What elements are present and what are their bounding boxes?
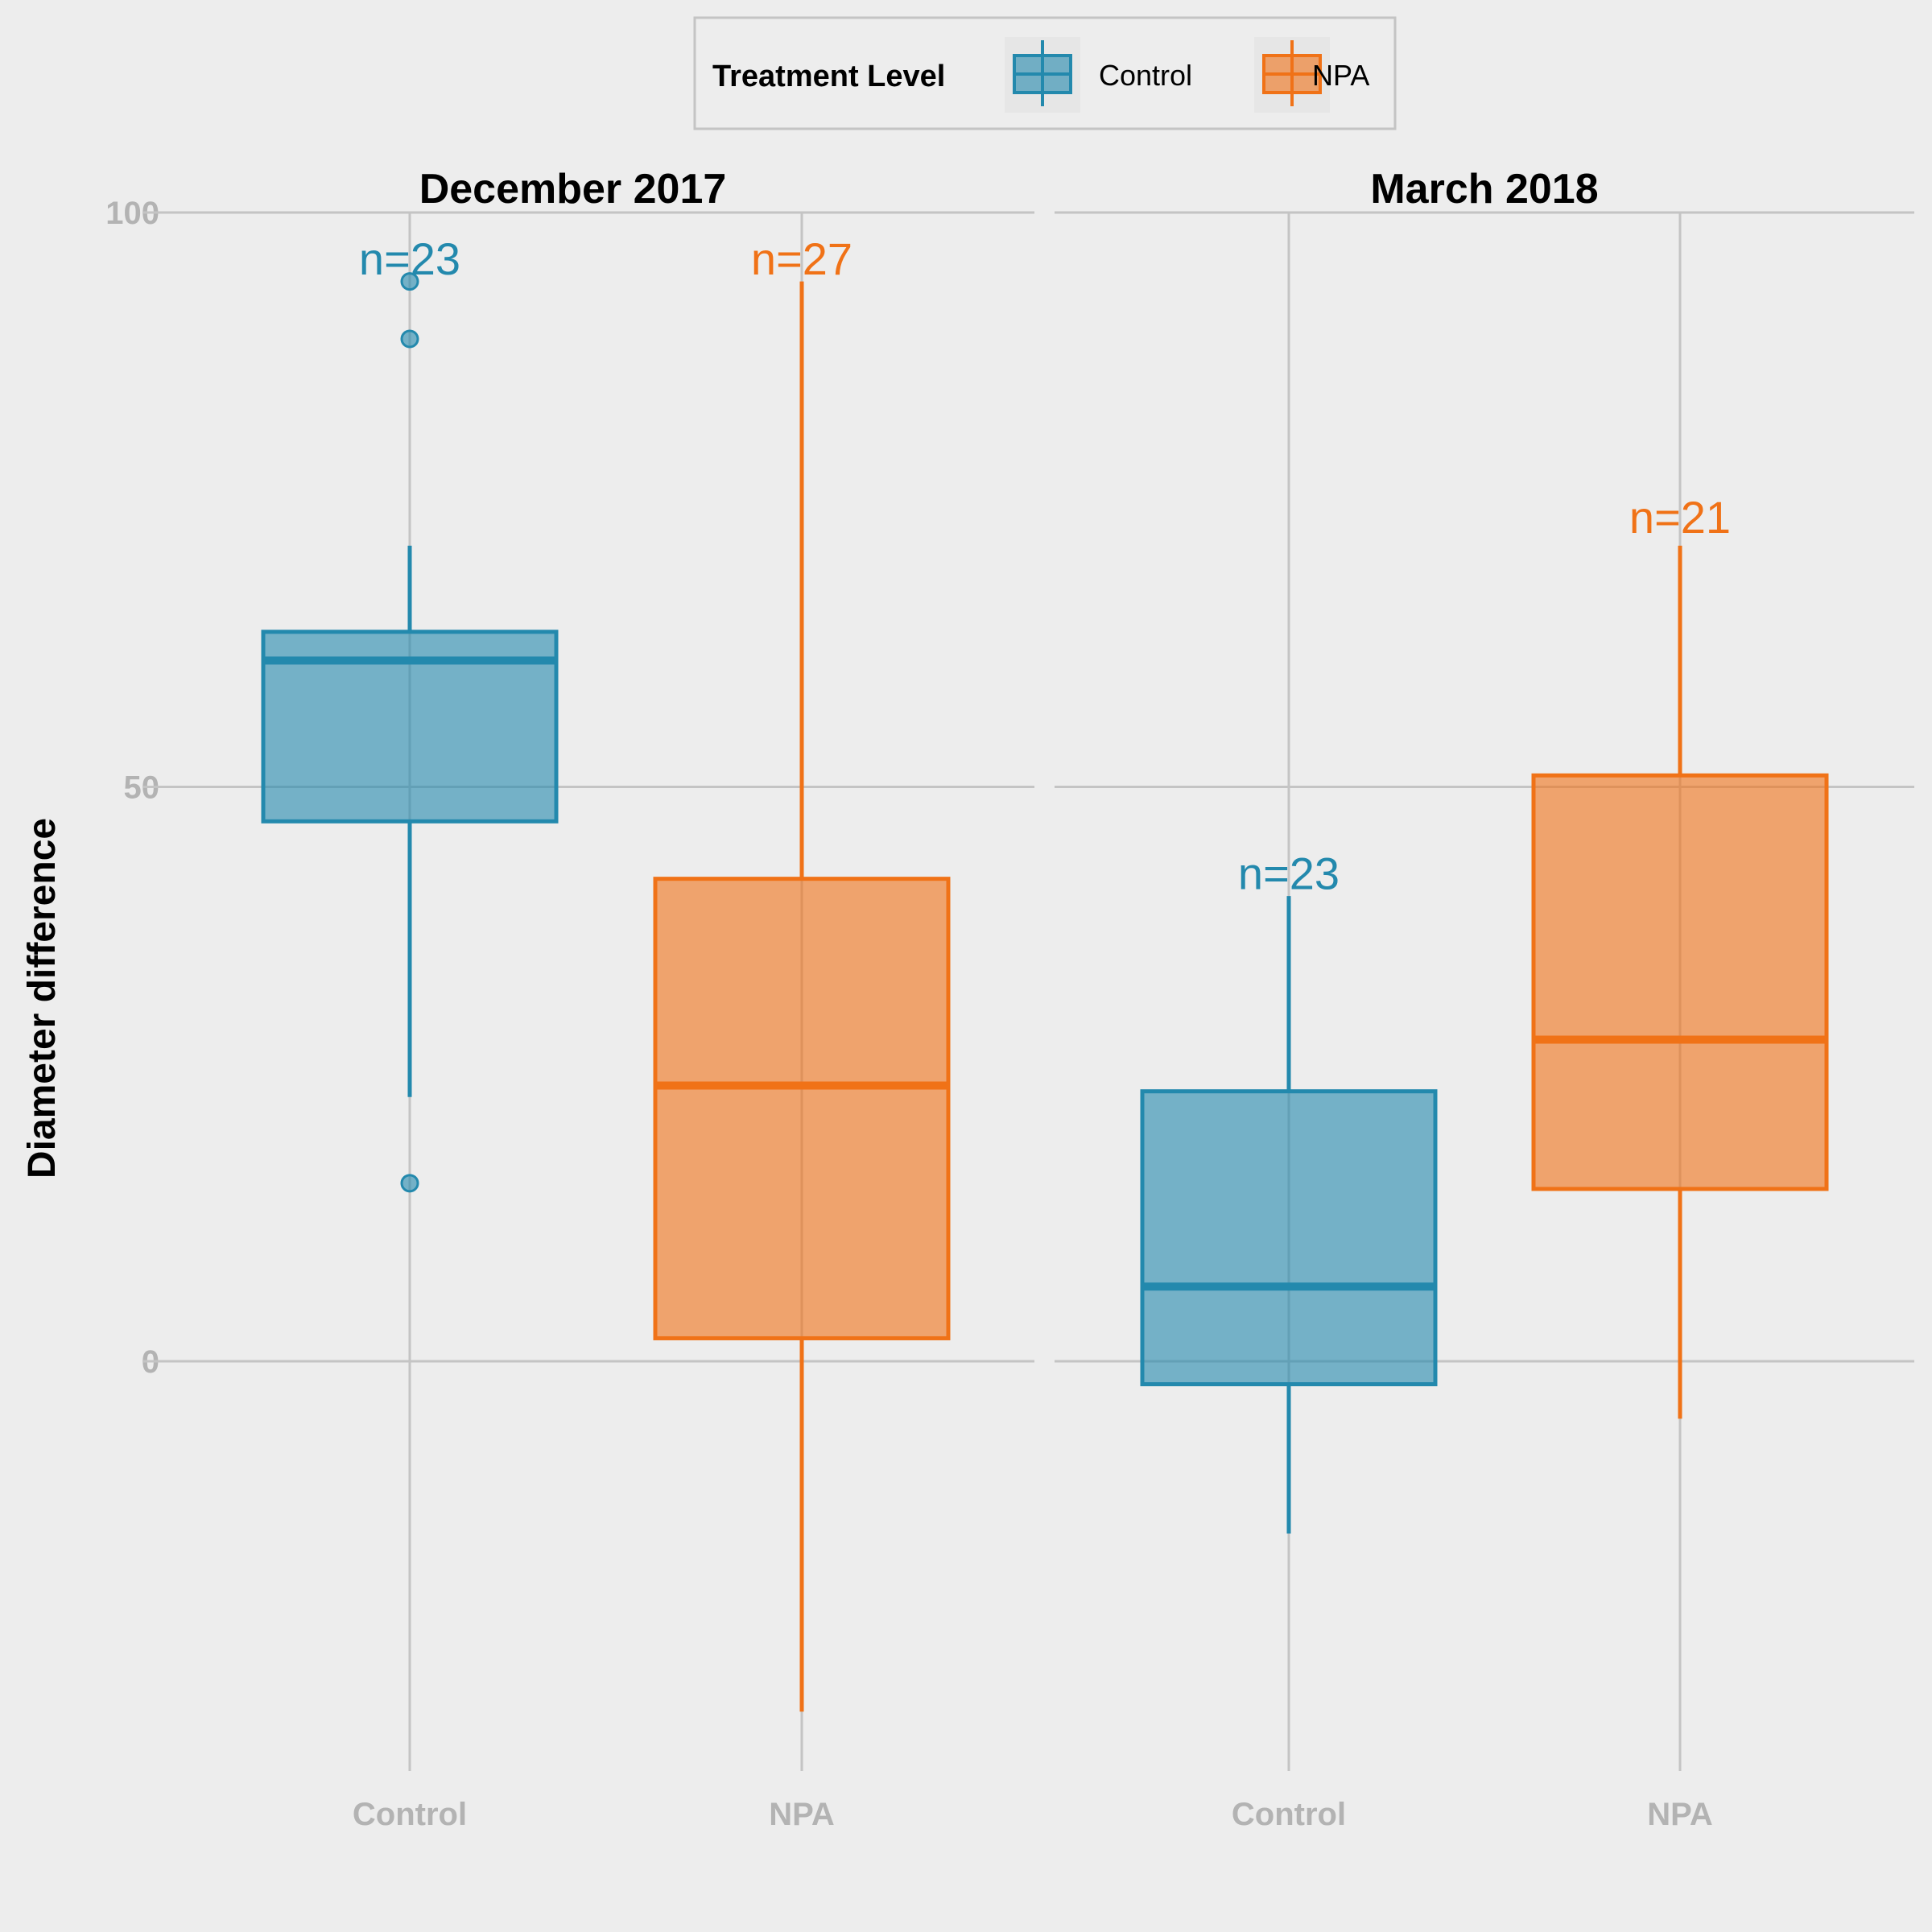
legend-title: Treatment Level: [712, 60, 945, 93]
panel-december-2017: Control NPA December 2017 n=23 n=27: [143, 166, 1034, 1832]
n-label: n=23: [1238, 848, 1340, 899]
legend-label-control: Control: [1099, 59, 1192, 92]
outlier-point: [400, 272, 419, 291]
box-control: n=23: [1140, 848, 1438, 1534]
x-tick-label-npa: NPA: [769, 1797, 834, 1832]
n-label: n=27: [751, 233, 852, 284]
y-axis-title: Diameter difference: [21, 818, 64, 1179]
n-label: n=21: [1629, 492, 1731, 543]
n-label: n=23: [359, 233, 460, 284]
box-iqr: [1140, 1089, 1438, 1387]
outlier-point: [400, 1174, 419, 1193]
panel-title: December 2017: [419, 166, 727, 213]
x-tick-label-control: Control: [353, 1797, 467, 1832]
x-tick-label-control: Control: [1232, 1797, 1346, 1832]
box-control: n=23: [261, 233, 559, 1193]
box-iqr: [653, 877, 951, 1340]
x-tick-label-npa: NPA: [1647, 1797, 1712, 1832]
panel-title: March 2018: [1370, 166, 1598, 213]
legend-entry-npa: NPA: [1254, 37, 1369, 113]
legend: Treatment Level Control NPA: [693, 16, 1397, 130]
box-npa: n=21: [1531, 492, 1829, 1419]
box-iqr: [1531, 773, 1829, 1191]
box-npa: n=27: [653, 233, 951, 1712]
legend-label-npa: NPA: [1312, 59, 1369, 92]
panel-march-2018: Control NPA March 2018 n=23 n=21: [1055, 166, 1914, 1832]
legend-entry-control: Control: [1005, 37, 1192, 113]
outlier-point: [400, 329, 419, 349]
